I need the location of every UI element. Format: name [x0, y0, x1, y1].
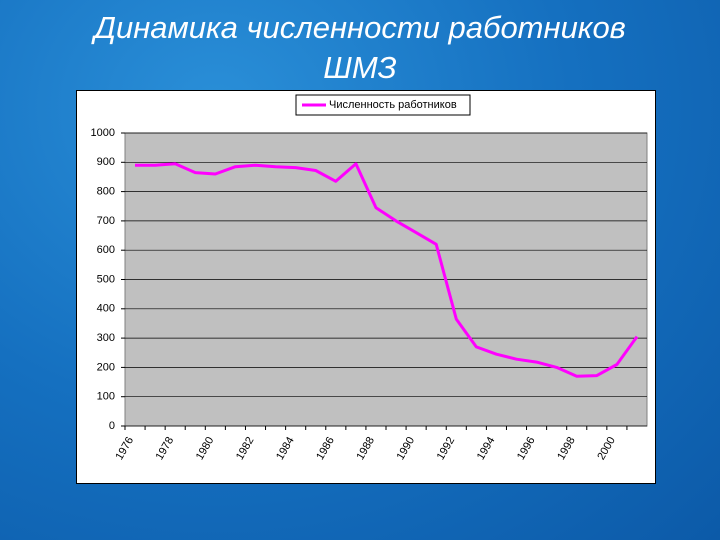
- y-tick-label: 400: [97, 303, 115, 315]
- legend-label: Численность работников: [329, 99, 457, 111]
- chart-title: Динамика численности работников ШМЗ: [94, 10, 626, 85]
- series-line: [135, 162, 639, 378]
- y-tick-label: 900: [97, 156, 115, 168]
- y-tick-label: 700: [97, 215, 115, 227]
- y-tick-label: 0: [109, 420, 115, 432]
- y-tick-label: 1000: [91, 127, 115, 139]
- y-tick-label: 200: [97, 361, 115, 373]
- y-tick-label: 600: [97, 244, 115, 256]
- y-tick-label: 500: [97, 273, 115, 285]
- legend: [295, 94, 471, 116]
- y-tick-label: 800: [97, 186, 115, 198]
- y-tick-label: 300: [97, 332, 115, 344]
- y-tick-label: 100: [97, 391, 115, 403]
